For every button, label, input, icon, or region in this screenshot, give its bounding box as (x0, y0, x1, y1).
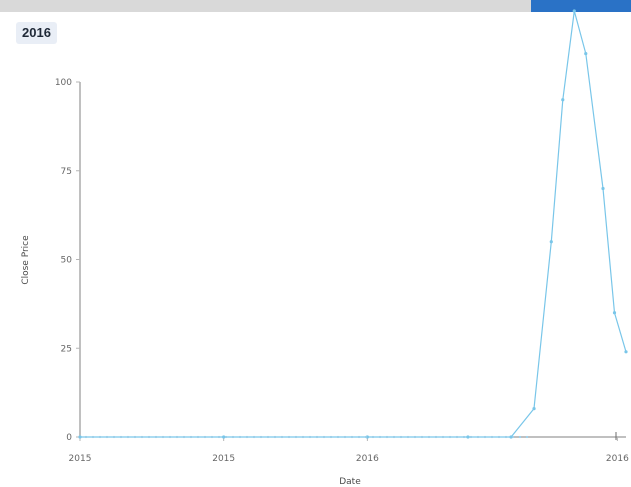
baseline-marker (441, 435, 445, 439)
baseline-marker (217, 435, 221, 439)
baseline-marker (455, 435, 459, 439)
baseline-marker (84, 435, 88, 439)
y-tick-label: 100 (55, 78, 72, 88)
baseline-marker (294, 435, 298, 439)
baseline-marker (371, 435, 375, 439)
baseline-marker (287, 435, 291, 439)
baseline-marker (343, 435, 347, 439)
baseline-marker (518, 435, 522, 439)
baseline-marker (238, 435, 242, 439)
x-tick-label: 2015 (212, 454, 235, 464)
y-tick-label: 25 (61, 344, 72, 354)
baseline-marker (434, 435, 438, 439)
baseline-marker (392, 435, 396, 439)
x-tick-label: 2016 (606, 454, 629, 464)
baseline-marker (357, 435, 361, 439)
baseline-marker (231, 435, 235, 439)
baseline-marker (175, 435, 179, 439)
baseline-marker (280, 435, 284, 439)
baseline-marker (420, 435, 424, 439)
baseline-marker (301, 435, 305, 439)
baseline-marker (91, 435, 95, 439)
baseline-marker (427, 435, 431, 439)
series-layer (78, 9, 628, 440)
baseline-marker (308, 435, 312, 439)
baseline-marker (245, 435, 249, 439)
series-point (584, 52, 588, 56)
baseline-marker (133, 435, 137, 439)
axes-group (79, 82, 626, 438)
baseline-marker (126, 435, 130, 439)
baseline-marker (273, 435, 277, 439)
baseline-marker (161, 435, 165, 439)
year-badge: 2016 (16, 22, 57, 44)
baseline-marker (252, 435, 256, 439)
baseline-marker (119, 435, 123, 439)
baseline-marker (182, 435, 186, 439)
baseline-marker (497, 435, 501, 439)
series-point (222, 435, 226, 439)
series-line (80, 10, 627, 438)
baseline-marker (504, 435, 508, 439)
baseline-marker (168, 435, 172, 439)
baseline-marker (378, 435, 382, 439)
baseline-marker (224, 435, 228, 439)
baseline-marker (189, 435, 193, 439)
baseline-marker (336, 435, 340, 439)
y-tick-label: 0 (66, 433, 72, 443)
series-point (78, 435, 82, 439)
series-point (572, 9, 576, 13)
baseline-marker (462, 435, 466, 439)
y-axis-title: Close Price (21, 235, 31, 285)
baseline-marker (196, 435, 200, 439)
baseline-marker (210, 435, 214, 439)
baseline-marker (315, 435, 319, 439)
x-ticks-group: 2015 2015 2016 2016 (69, 437, 629, 464)
baseline-marker (266, 435, 270, 439)
series-point (561, 98, 565, 102)
baseline-marker (399, 435, 403, 439)
y-tick-label: 75 (61, 167, 72, 177)
baseline-marker (140, 435, 144, 439)
x-axis-title: Date (339, 477, 361, 487)
series-point (466, 435, 470, 439)
baseline-marker (448, 435, 452, 439)
baseline-marker (329, 435, 333, 439)
baseline-marker (364, 435, 368, 439)
baseline-marker (147, 435, 151, 439)
series-point (549, 240, 553, 244)
baseline-marker (490, 435, 494, 439)
y-tick-label: 50 (61, 256, 73, 266)
baseline-marker (350, 435, 354, 439)
baseline-marker (112, 435, 116, 439)
baseline-marker (105, 435, 109, 439)
baseline-marker (259, 435, 263, 439)
series-point (532, 407, 536, 411)
baseline-marker (525, 435, 529, 439)
x-tick-label: 2015 (69, 454, 92, 464)
baseline-marker (154, 435, 158, 439)
baseline-marker (385, 435, 389, 439)
top-toolbar (0, 0, 631, 12)
series-point (612, 311, 617, 315)
baseline-marker (511, 435, 515, 439)
series-point (624, 350, 628, 354)
baseline-marker (469, 435, 473, 439)
y-ticks-group: 0 25 50 75 100 (55, 78, 80, 443)
baseline-marker (322, 435, 326, 439)
baseline-marker (483, 435, 487, 439)
baseline-marker (203, 435, 207, 439)
window-accent-bar (531, 0, 631, 12)
baseline-marker (406, 435, 410, 439)
series-point (509, 435, 513, 439)
baseline-marker (98, 435, 102, 439)
baseline-marker (413, 435, 417, 439)
x-tick-label: 2016 (356, 454, 379, 464)
baseline-marker (476, 435, 480, 439)
series-point (601, 186, 605, 191)
